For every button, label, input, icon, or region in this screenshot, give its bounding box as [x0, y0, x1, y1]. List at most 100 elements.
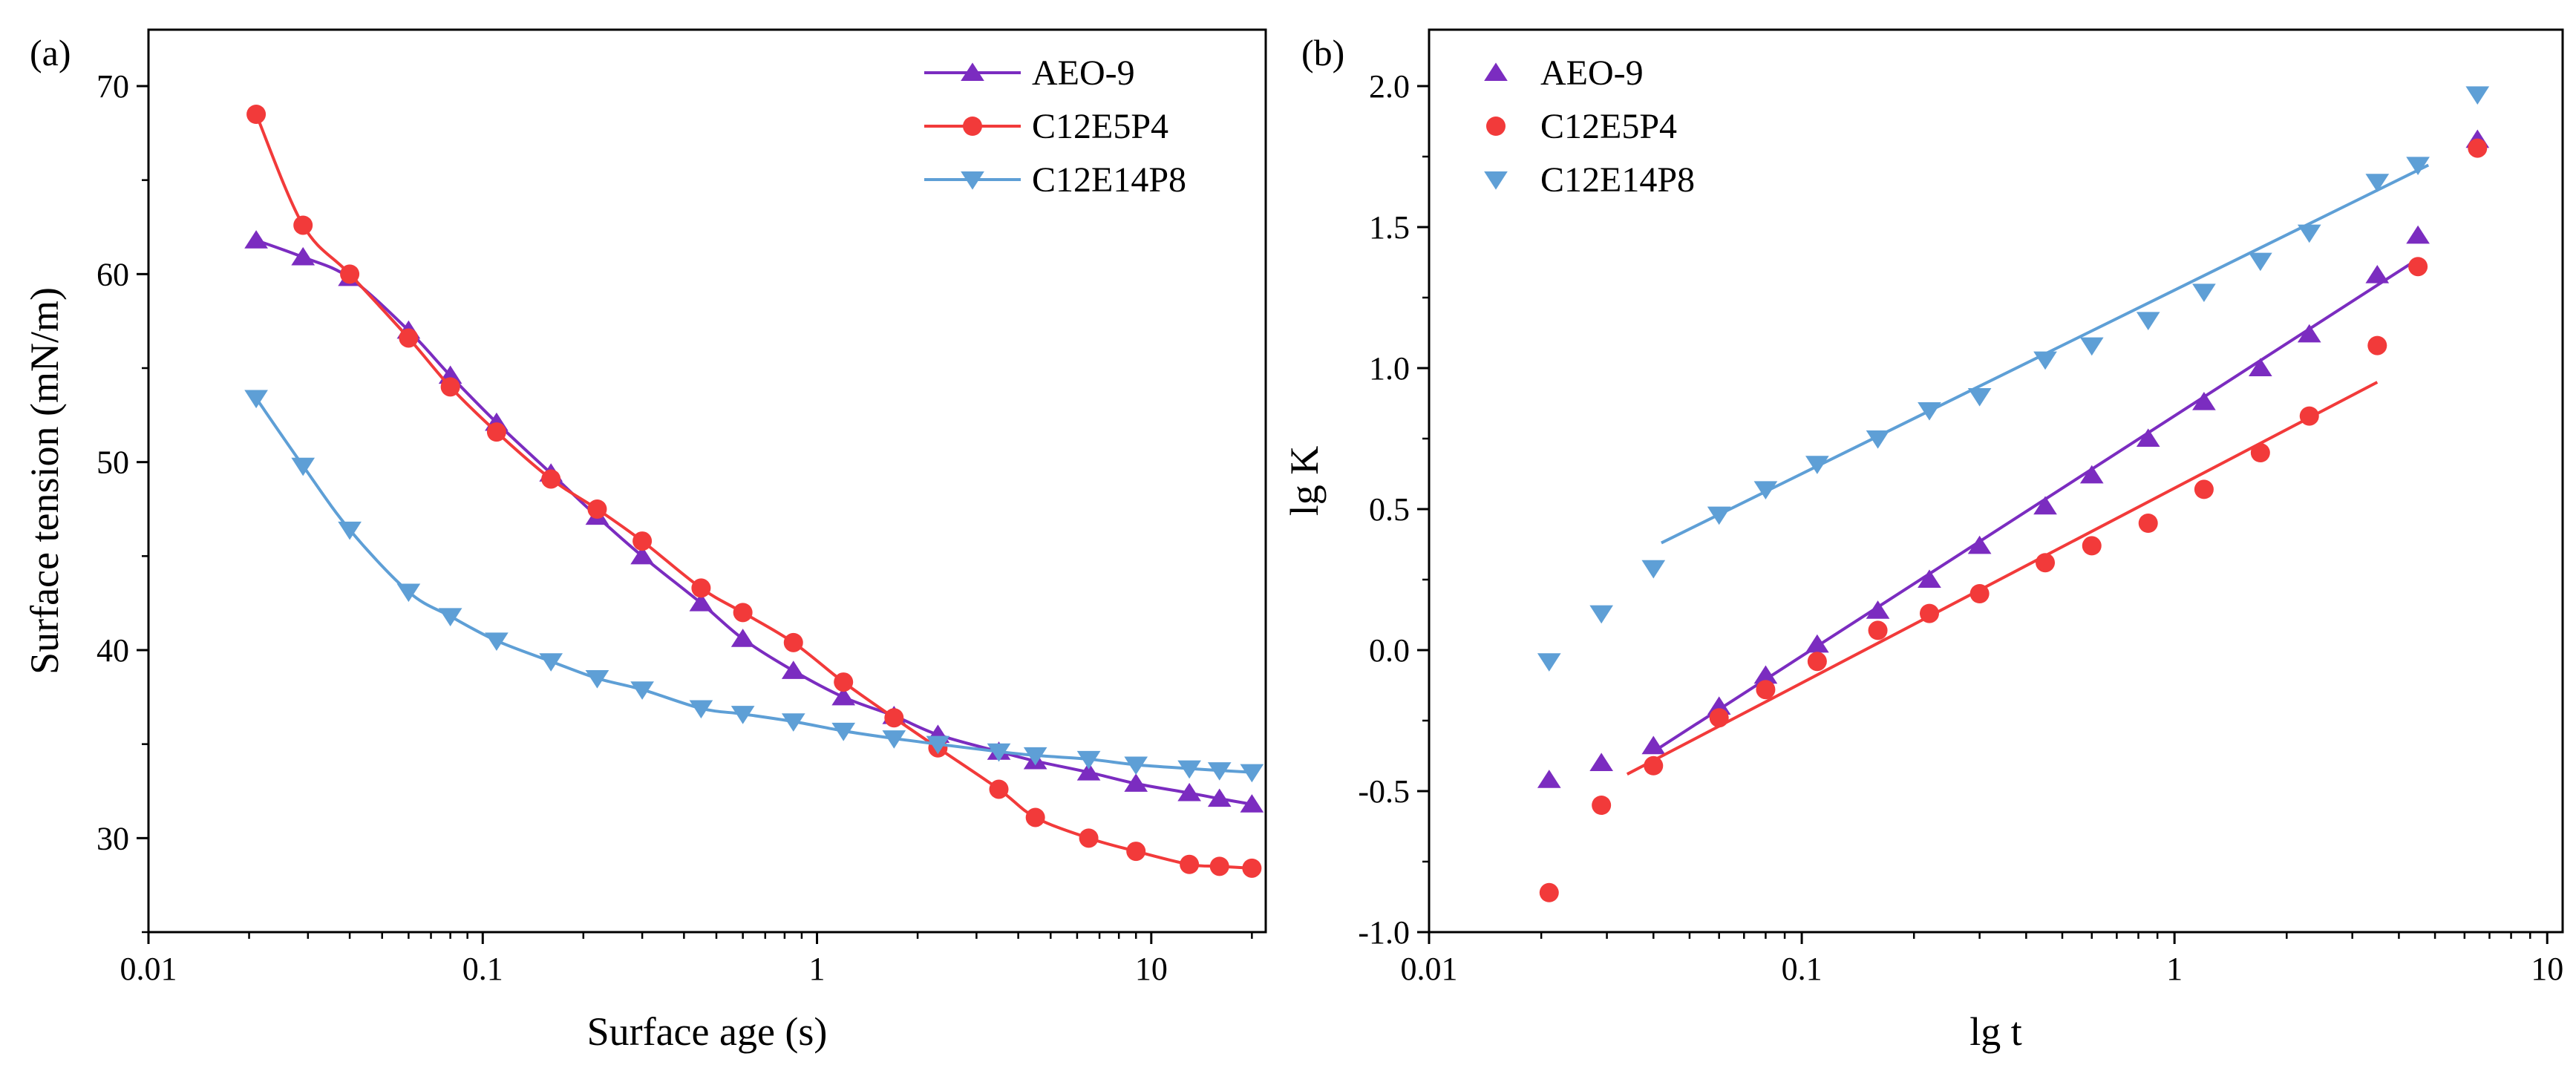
data-point [926, 735, 950, 755]
legend-marker [1484, 62, 1508, 81]
data-point [2297, 324, 2321, 343]
data-point [1589, 753, 1613, 771]
fit-line [1653, 262, 2412, 753]
y-axis-title: lg K [1282, 446, 1327, 517]
data-point [438, 608, 462, 627]
data-point [2406, 225, 2430, 244]
data-point [1076, 750, 1101, 770]
data-point [2367, 335, 2387, 355]
data-point [1177, 782, 1201, 802]
data-point [987, 743, 1011, 762]
x-tick-label: 10 [2531, 951, 2563, 987]
data-point [2192, 391, 2216, 410]
data-point [293, 215, 313, 235]
data-point [1537, 653, 1561, 672]
data-point [244, 390, 268, 409]
data-point [630, 681, 654, 700]
data-point [399, 328, 419, 348]
y-tick-label: 50 [97, 445, 129, 481]
y-tick-label: 70 [97, 68, 129, 105]
data-point [1641, 735, 1666, 755]
data-point [733, 603, 753, 623]
legend-entry: AEO-9 [1484, 53, 1644, 93]
data-point [338, 521, 362, 540]
y-tick-label: -1.0 [1358, 914, 1410, 951]
data-point [1592, 796, 1612, 815]
data-point [541, 469, 561, 489]
legend-label: C12E5P4 [1032, 107, 1168, 146]
data-point [1709, 708, 1729, 728]
data-point [2036, 553, 2056, 573]
y-tick-label: 0.0 [1369, 632, 1410, 669]
legend-entry: C12E14P8 [1484, 160, 1695, 200]
data-point [2406, 157, 2430, 176]
legend-label: C12E14P8 [1032, 160, 1186, 200]
legend-entry: AEO-9 [924, 53, 1135, 93]
data-point [1124, 756, 1148, 776]
legend-label: AEO-9 [1032, 53, 1135, 93]
legend-entry: C12E5P4 [924, 107, 1168, 146]
data-point [2365, 174, 2390, 192]
data-point [884, 708, 904, 728]
data-point [291, 457, 316, 476]
data-point [539, 653, 563, 672]
data-point [689, 700, 713, 719]
data-point [1967, 535, 1992, 554]
x-tick-label: 1 [809, 951, 826, 987]
data-point [244, 230, 268, 249]
legend-label: AEO-9 [1540, 53, 1644, 93]
data-point [1918, 402, 1941, 421]
data-point [340, 264, 360, 284]
data-point [781, 660, 805, 679]
x-tick-label: 0.1 [462, 951, 503, 987]
y-tick-label: 0.5 [1369, 491, 1410, 528]
legend-label: C12E5P4 [1540, 107, 1677, 146]
data-point [2033, 351, 2057, 370]
data-point [882, 730, 906, 749]
data-point [781, 713, 805, 732]
panel-b-lgk-chart: 0.01 0.1 1 10 -1.0 -0.5 0.0 0.5 1.0 1.5 2.0 lg t lg … [1282, 28, 2564, 1054]
data-point [2136, 312, 2160, 331]
fit-line [1626, 381, 2379, 776]
series-c12e14p8 [1537, 86, 2490, 672]
data-point [630, 545, 654, 565]
data-point [2299, 406, 2319, 426]
data-point [246, 105, 267, 124]
data-point [2136, 428, 2160, 447]
data-point [1240, 764, 1264, 783]
data-point [1076, 762, 1101, 781]
data-point [1868, 620, 1888, 640]
series-line [255, 114, 1252, 870]
y-tick-label: 30 [97, 820, 129, 856]
data-point [1753, 665, 1778, 684]
y-tick-label: -0.5 [1358, 773, 1410, 810]
data-point [2138, 514, 2158, 533]
data-point [2082, 536, 2102, 556]
data-point [1589, 605, 1613, 624]
data-point [1644, 755, 1664, 776]
data-point [1180, 854, 1200, 874]
data-point [783, 632, 803, 652]
data-point [485, 632, 509, 651]
data-point [2250, 443, 2270, 462]
data-point [1967, 388, 1992, 407]
data-point [689, 593, 713, 612]
series-line [255, 238, 1252, 806]
data-point [2249, 358, 2272, 376]
data-point [2079, 465, 2104, 484]
x-tick-label: 0.01 [120, 951, 177, 987]
data-point [831, 722, 856, 741]
data-point [396, 583, 421, 603]
data-point [1023, 747, 1047, 766]
data-point [1207, 762, 1232, 781]
series-aeo-9 [244, 230, 1264, 813]
data-point [1918, 569, 1941, 588]
data-point [1807, 652, 1827, 672]
plot-frame [147, 28, 1267, 934]
data-point [1805, 634, 1829, 653]
data-point [2297, 224, 2321, 243]
data-point [1126, 842, 1146, 862]
data-point [831, 686, 856, 706]
x-axis-title: Surface age (s) [587, 1009, 828, 1054]
data-point [1707, 696, 1731, 715]
